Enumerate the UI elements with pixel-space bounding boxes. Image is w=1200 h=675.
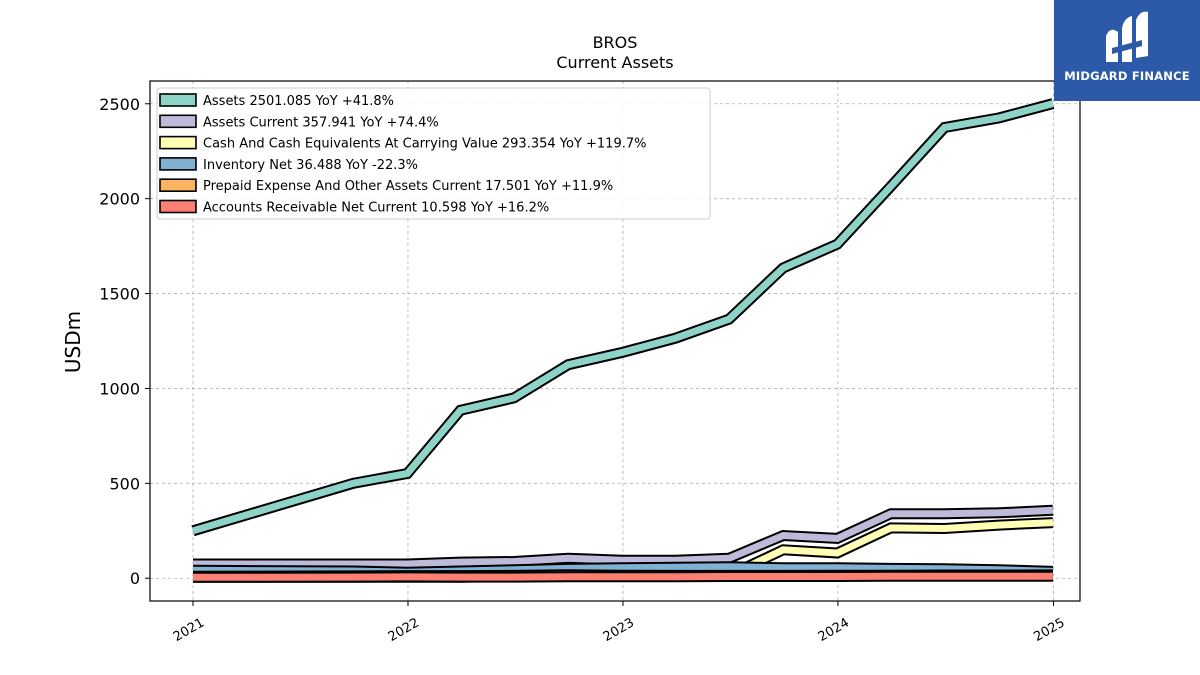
series-assets-current xyxy=(193,504,1054,570)
legend-item: Inventory Net 36.488 YoY -22.3% xyxy=(159,157,418,173)
legend-swatch xyxy=(159,157,197,171)
chart-title: BROS xyxy=(593,33,638,52)
series-layer xyxy=(191,98,1055,583)
series-accounts-receivable-net-current xyxy=(192,570,1053,583)
series-line xyxy=(192,100,1054,535)
legend-label: Accounts Receivable Net Current 10.598 Y… xyxy=(203,201,549,216)
brand-mark-icon xyxy=(1106,11,1148,62)
y-tick-label: 0 xyxy=(130,569,140,588)
x-tick-label: 2023 xyxy=(601,615,637,645)
x-ticks: 2021 2022 2023 2024 2025 xyxy=(171,601,1067,645)
y-tick-label: 1000 xyxy=(99,379,140,398)
chart-subtitle: Current Assets xyxy=(556,53,673,72)
x-tick-label: 2021 xyxy=(171,615,207,645)
legend-label: Prepaid Expense And Other Assets Current… xyxy=(203,179,613,194)
legend-swatch xyxy=(159,93,197,107)
legend-box xyxy=(156,87,711,220)
x-tick-label: 2024 xyxy=(816,615,852,645)
legend-label: Assets 2501.085 YoY +41.8% xyxy=(203,94,394,109)
y-tick-label: 1500 xyxy=(99,285,140,304)
legend-item: Assets 2501.085 YoY +41.8% xyxy=(159,93,394,109)
legend-item: Prepaid Expense And Other Assets Current… xyxy=(159,178,613,194)
series-line xyxy=(193,506,1054,568)
y-axis-label: USDm xyxy=(61,311,85,373)
brand-name: MIDGARD FINANCE xyxy=(1064,69,1190,83)
legend: Assets 2501.085 YoY +41.8% Assets Current… xyxy=(156,87,711,220)
legend-swatch xyxy=(159,199,197,214)
y-tick-label: 2500 xyxy=(99,95,140,114)
legend-item: Accounts Receivable Net Current 10.598 Y… xyxy=(159,199,549,216)
brand-logo: MIDGARD FINANCE xyxy=(1054,0,1200,101)
legend-label: Cash And Cash Equivalents At Carrying Va… xyxy=(203,137,646,152)
legend-label: Assets Current 357.941 YoY +74.4% xyxy=(203,115,439,130)
x-tick-label: 2025 xyxy=(1031,615,1067,645)
legend-item: Cash And Cash Equivalents At Carrying Va… xyxy=(159,135,646,152)
legend-swatch xyxy=(159,178,197,192)
x-tick-label: 2022 xyxy=(386,615,422,645)
legend-swatch xyxy=(159,135,197,150)
y-tick-label: 2000 xyxy=(99,190,140,209)
series-line xyxy=(192,572,1053,581)
y-tick-label: 500 xyxy=(109,474,140,493)
y-ticks: 0 500 1000 1500 2000 2500 xyxy=(99,95,150,588)
legend-item: Assets Current 357.941 YoY +74.4% xyxy=(159,114,439,130)
series-assets xyxy=(191,98,1055,537)
plot-frame xyxy=(149,80,1081,602)
legend-swatch xyxy=(159,114,197,129)
legend-label: Inventory Net 36.488 YoY -22.3% xyxy=(203,158,418,173)
